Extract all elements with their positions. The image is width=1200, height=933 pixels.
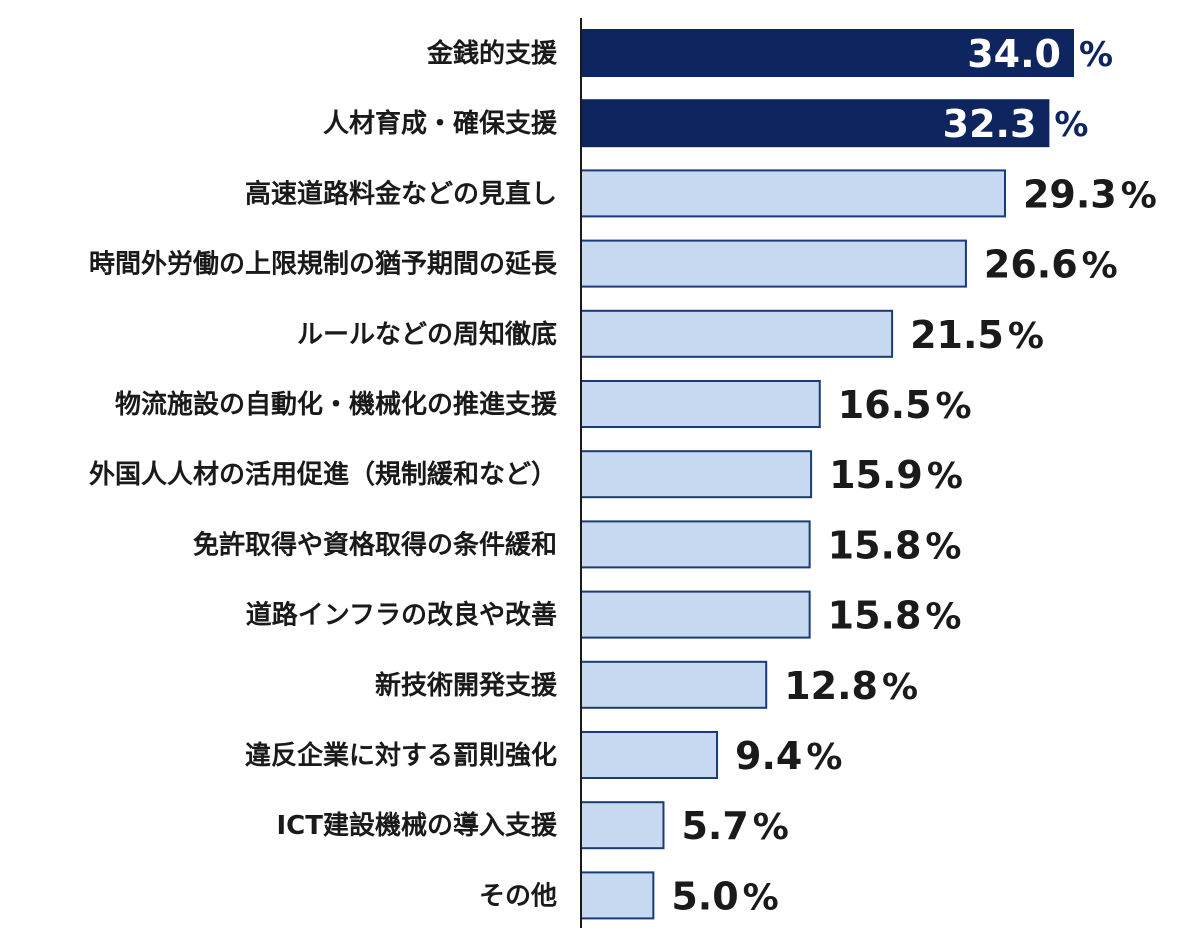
value-label: 5.0 [671,874,738,918]
value-labels: 34.0 %32.3 %29.3 %26.6 %21.5 %16.5 %15.9 %15.8%… [671,32,1156,918]
value-label: 34.0 [967,32,1061,76]
unit-label: % [882,667,918,708]
value-label: 21.5 [910,313,1004,357]
category-label: 人材育成・確保支援 [323,108,558,139]
category-label: 違反企業に対する罰則強化 [245,740,557,771]
unit-label: % [936,386,972,427]
unit-label: % [1008,316,1044,357]
unit-label: % [753,807,789,848]
value-label: 26.6 [984,243,1078,287]
bar [580,801,665,850]
bar [580,731,719,779]
value-label: 16.5 [838,383,932,427]
unit-label: % [925,597,961,638]
bar [580,169,1006,218]
category-label: 時間外労働の上限規制の猶予期間の延長 [89,249,558,280]
category-label: ICT建設機械の導入支援 [277,810,558,841]
value-label: 5.7 [681,804,748,848]
bar [580,239,967,288]
category-label: 免許取得や資格取得の条件緩和 [193,529,557,560]
unit-label: % [925,526,961,567]
category-label: その他 [479,881,557,911]
bar [580,590,811,639]
bar [580,660,768,709]
bars [580,29,1074,920]
value-label: 32.3 [943,102,1037,146]
category-label: 道路インフラの改良や改善 [246,600,557,631]
category-label: 物流施設の自動化・機械化の推進支援 [115,389,558,420]
value-label: 15.8 [828,594,922,638]
category-label: ルールなどの周知徹底 [297,319,557,350]
bar [580,309,894,358]
bar [580,29,1074,77]
value-label: 9.4 [735,734,802,778]
category-label: 金銭的支援 [426,38,558,69]
bar [580,520,811,569]
bar [580,380,821,428]
unit-label: % [1082,246,1118,287]
unit-label: % [743,877,779,918]
category-labels: 金銭的支援人材育成・確保支援高速道路料金などの見直し時間外労働の上限規制の猶予期… [89,38,558,911]
unit-label: % [1121,175,1157,216]
bar [580,450,813,499]
bar [580,871,655,920]
value-label: 12.8 [784,664,878,708]
category-label: 高速道路料金などの見直し [245,178,557,209]
unit-label: % [1079,35,1113,75]
category-label: 外国人人材の活用促進（規制緩和など） [89,460,557,490]
value-label: 29.3 [1023,172,1117,216]
value-label: 15.9 [829,453,923,497]
unit-label: % [1054,105,1088,145]
unit-label: % [806,737,842,778]
unit-label: % [927,456,963,497]
value-label: 15.8 [828,523,922,567]
category-label: 新技術開発支援 [375,670,558,701]
bar [580,99,1050,148]
